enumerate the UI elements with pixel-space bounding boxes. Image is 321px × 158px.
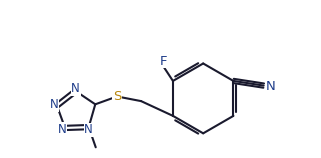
Text: N: N: [58, 123, 67, 136]
Text: N: N: [50, 98, 58, 111]
Text: S: S: [113, 90, 121, 103]
Text: F: F: [160, 55, 167, 68]
Text: N: N: [265, 80, 275, 93]
Text: N: N: [84, 123, 93, 136]
Text: N: N: [71, 82, 80, 95]
